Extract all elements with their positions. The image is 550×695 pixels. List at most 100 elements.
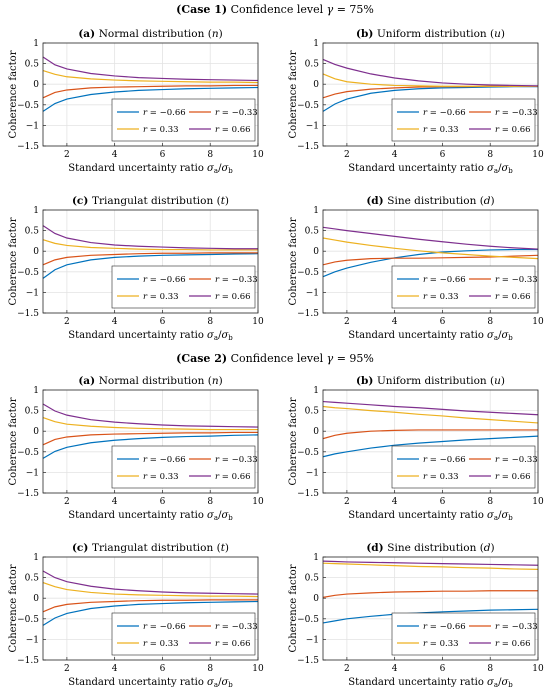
series-line-4 xyxy=(322,400,539,416)
series-line-4 xyxy=(42,56,259,82)
y-axis-label: Coherence factor xyxy=(8,50,19,138)
chart-panel-6: (b) Uniform distribution (u)2 4 6 8 10−1.5−1… xyxy=(288,375,544,522)
series-line-1 xyxy=(322,86,538,112)
legend-box xyxy=(391,445,536,489)
legend-label: r = −0.66 xyxy=(143,455,186,465)
y-tick-label: 0 xyxy=(313,594,319,604)
panel-title: (d) Sine distribution (d) xyxy=(366,195,494,207)
x-tick-label: 2 xyxy=(344,497,350,507)
x-tick-label: 10 xyxy=(532,664,544,674)
series-line-3 xyxy=(42,70,259,84)
y-tick-label: 0 xyxy=(313,427,319,437)
legend-label: r = 0.33 xyxy=(143,125,179,135)
y-tick-label: −1.5 xyxy=(17,489,39,499)
legend-box xyxy=(391,98,536,142)
chart-panel-7: (c) Triangulat distribution (t)2 4 6 8 10−1.… xyxy=(8,542,264,689)
y-tick-label: 1 xyxy=(313,39,319,49)
y-tick-label: −0.5 xyxy=(297,615,319,625)
chart-panel-4: (d) Sine distribution (d)2 4 6 8 10−1.5−1−0.… xyxy=(288,195,544,342)
y-tick-label: −0.5 xyxy=(297,101,319,111)
y-tick-label: −1.5 xyxy=(17,309,39,319)
chart-panel-3: (c) Triangulat distribution (t)2 4 6 8 10−1.… xyxy=(8,195,264,342)
legend-label: r = 0.66 xyxy=(215,472,251,482)
x-tick-label: 8 xyxy=(487,497,493,507)
legend: r = −0.66 r = −0.33 r = 0.33 r = 0.66 xyxy=(111,98,258,142)
y-tick-label: −1.5 xyxy=(297,142,319,152)
legend-box xyxy=(391,612,536,656)
x-tick-label: 6 xyxy=(440,497,446,507)
y-tick-label: 0.5 xyxy=(305,407,320,417)
series-line-3 xyxy=(322,405,539,424)
legend-label: r = 0.33 xyxy=(143,292,179,302)
x-tick-label: 2 xyxy=(64,497,70,507)
legend: r = −0.66 r = −0.33 r = 0.33 r = 0.66 xyxy=(391,445,538,489)
y-axis-label: Coherence factor xyxy=(8,397,19,485)
x-tick-label: 10 xyxy=(252,664,264,674)
x-tick-label: 6 xyxy=(160,497,166,507)
x-tick-label: 6 xyxy=(160,150,166,160)
axes-frame xyxy=(322,209,539,314)
y-tick-label: −1.5 xyxy=(17,656,39,666)
legend-box xyxy=(111,98,256,142)
legend-label: r = 0.66 xyxy=(495,472,531,482)
panel-title: (a) Normal distribution (n) xyxy=(78,375,222,387)
x-tick-label: 2 xyxy=(64,664,70,674)
legend-label: r = −0.66 xyxy=(143,622,186,632)
series-line-1 xyxy=(42,86,259,112)
series-line-2 xyxy=(322,590,538,598)
panel-title: (a) Normal distribution (n) xyxy=(78,28,222,40)
x-axis-label: Standard uncertainty ratio σa/σb xyxy=(68,677,233,689)
legend-label: r = 0.66 xyxy=(495,639,531,649)
legend-label: r = 0.33 xyxy=(143,639,179,649)
x-tick-label: 8 xyxy=(487,664,493,674)
legend-box xyxy=(111,612,256,656)
legend: r = −0.66 r = −0.33 r = 0.33 r = 0.66 xyxy=(111,612,258,656)
legend: r = −0.66 r = −0.33 r = 0.33 r = 0.66 xyxy=(391,98,538,142)
y-tick-label: −0.5 xyxy=(17,615,39,625)
y-tick-label: −1.5 xyxy=(297,489,319,499)
legend-box xyxy=(111,445,256,489)
x-tick-label: 6 xyxy=(440,664,446,674)
legend-label: r = −0.66 xyxy=(423,275,466,285)
axes-frame xyxy=(322,42,539,147)
panel-title: (b) Uniform distribution (u) xyxy=(356,375,505,387)
x-tick-label: 2 xyxy=(64,317,70,327)
x-tick-label: 8 xyxy=(207,317,213,327)
y-tick-label: −0.5 xyxy=(297,448,319,458)
legend-label: r = −0.33 xyxy=(495,275,538,285)
y-tick-label: 0 xyxy=(33,594,39,604)
chart-panel-5: (a) Normal distribution (n)2 4 6 8 10−1.5−1−… xyxy=(8,375,264,522)
x-tick-label: 4 xyxy=(392,317,398,327)
x-tick-label: 4 xyxy=(112,497,118,507)
series-line-3 xyxy=(322,237,539,260)
x-axis-label: Standard uncertainty ratio σa/σb xyxy=(68,510,233,522)
y-tick-label: 1 xyxy=(33,206,39,216)
series-line-4 xyxy=(42,225,258,250)
y-tick-label: −1 xyxy=(26,288,39,298)
x-tick-label: 4 xyxy=(112,664,118,674)
y-tick-label: −1 xyxy=(26,121,39,131)
legend-label: r = 0.66 xyxy=(495,292,531,302)
legend-label: r = −0.33 xyxy=(215,275,258,285)
y-tick-label: −1.5 xyxy=(297,309,319,319)
axes-frame xyxy=(42,389,259,494)
y-tick-label: 0.5 xyxy=(25,60,40,70)
series-line-1 xyxy=(42,600,259,626)
chart-panel-8: (d) Sine distribution (d)2 4 6 8 10−1.5−1−0.… xyxy=(288,542,544,689)
y-tick-label: −0.5 xyxy=(17,448,39,458)
x-axis-label: Standard uncertainty ratio σa/σb xyxy=(348,163,513,175)
y-tick-label: −0.5 xyxy=(17,268,39,278)
series-line-4 xyxy=(42,570,259,595)
x-axis-label: Standard uncertainty ratio σa/σb xyxy=(348,677,513,689)
y-tick-label: 1 xyxy=(33,39,39,49)
chart-panel-1: (a) Normal distribution (n)2 4 6 8 10−1.5−1−… xyxy=(8,28,264,175)
x-tick-label: 4 xyxy=(392,150,398,160)
x-tick-label: 8 xyxy=(487,150,493,160)
y-tick-label: −0.5 xyxy=(17,101,39,111)
series-line-1 xyxy=(42,434,259,459)
x-tick-label: 8 xyxy=(487,317,493,327)
y-tick-label: 1 xyxy=(33,553,39,563)
y-tick-label: −1 xyxy=(26,635,39,645)
legend: r = −0.66 r = −0.33 r = 0.33 r = 0.66 xyxy=(111,445,258,489)
y-tick-label: −1 xyxy=(306,468,319,478)
